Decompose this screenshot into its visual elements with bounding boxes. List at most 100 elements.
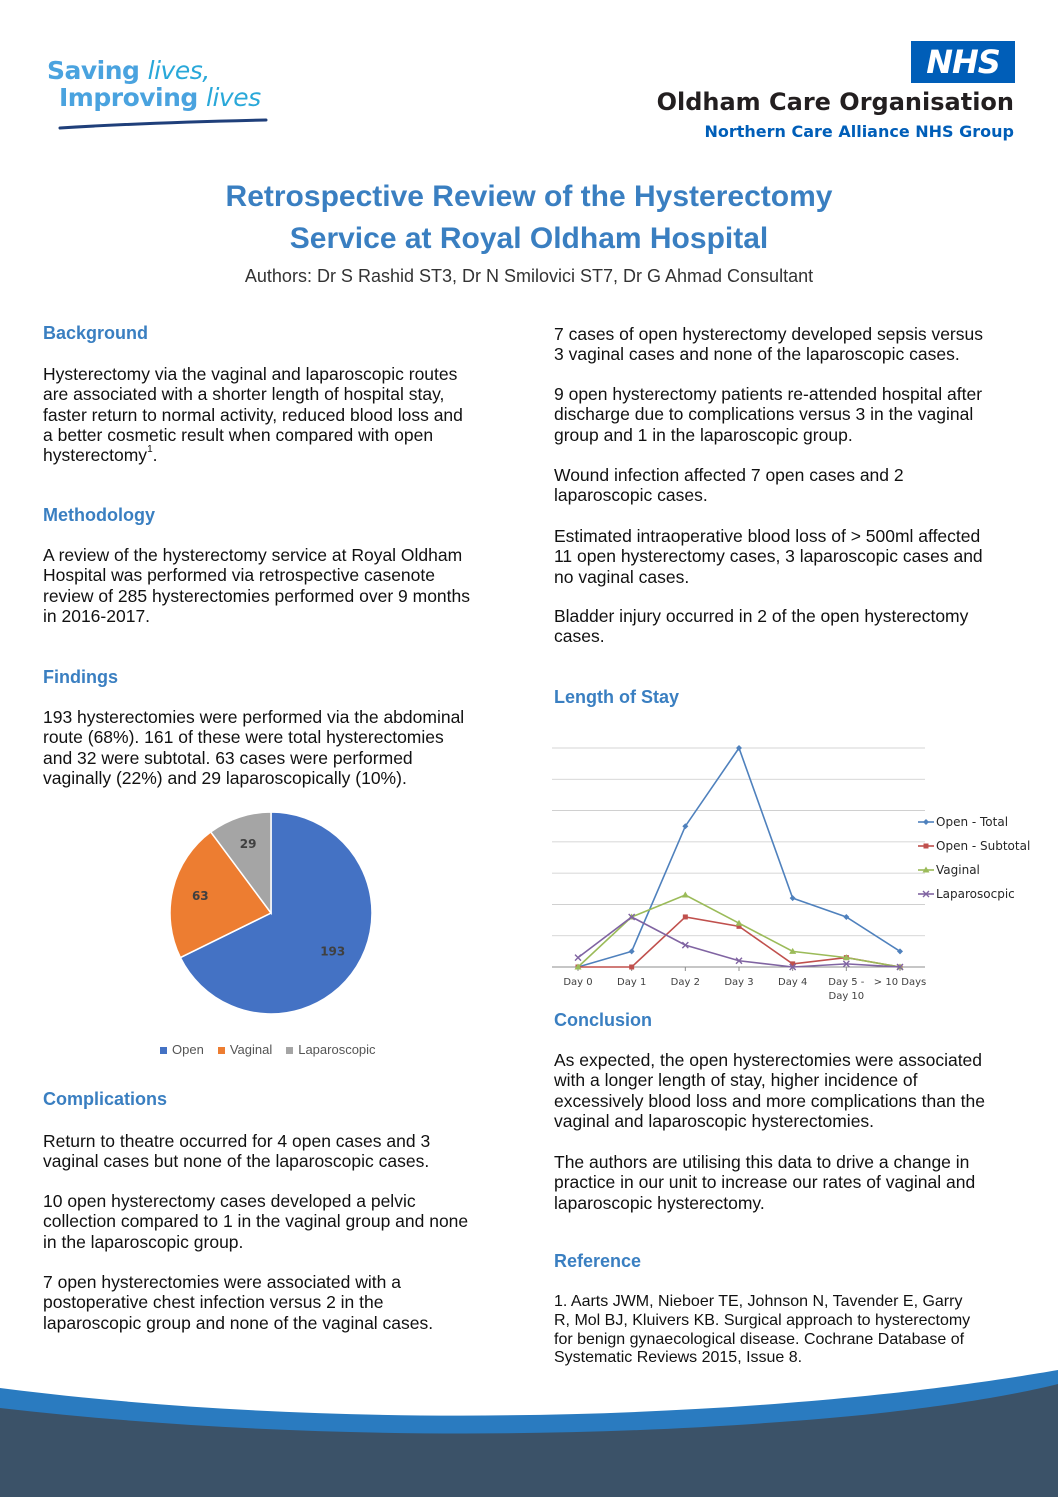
data-point: [842, 954, 850, 961]
text-line: route (68%). 161 of these were total hys…: [43, 727, 444, 748]
text-line: Wound infection affected 7 open cases an…: [554, 465, 904, 485]
text-line: Hysterectomy via the vaginal and laparos…: [43, 364, 458, 384]
legend-label: Vaginal: [229, 1042, 273, 1057]
sepsis-text: 7 cases of open hysterectomy developed s…: [554, 324, 983, 365]
pie-data-label: 29: [240, 837, 257, 851]
legend-label: Laparosocpic: [936, 887, 1015, 901]
legend-swatch: [217, 1047, 225, 1055]
pie-legend: Open Vaginal Laparoscopic: [160, 1042, 390, 1057]
slogan-improving: Improving: [59, 83, 198, 112]
footer-wave: [0, 1370, 1058, 1497]
text-line: 3 vaginal cases and none of the laparosc…: [554, 344, 960, 365]
footnote-ref: 1: [147, 444, 153, 456]
x-tick-label: Day 1: [617, 977, 646, 988]
data-point: [574, 954, 582, 962]
length-of-stay-chart: Day 0 Day 1 Day 2 Day 3 Day 4 Day 5 - Day 10 > …: [552, 745, 1030, 1002]
data-point: [842, 960, 850, 968]
text-line: faster return to normal activity, reduce…: [43, 404, 463, 425]
x-tick-label: Day 3: [724, 977, 753, 988]
slogan-lives-1: lives,: [147, 56, 211, 85]
findings-text: 193 hysterectomies were performed via th…: [43, 707, 464, 788]
data-point: [682, 914, 688, 920]
complications-text-1: Return to theatre occurred for 4 open ca…: [43, 1131, 430, 1172]
data-point: [843, 913, 850, 920]
complications-heading: Complications: [43, 1089, 168, 1109]
text-line: a better cosmetic result when compared w…: [43, 424, 434, 445]
text-line: excessively blood loss and more complica…: [554, 1090, 985, 1111]
length-of-stay-heading: Length of Stay: [554, 687, 679, 707]
data-point: [682, 823, 689, 830]
text-line: As expected, the open hysterectomies wer…: [554, 1050, 983, 1070]
bloodloss-text: Estimated intraoperative blood loss of >…: [554, 526, 983, 587]
text-line: 9 open hysterectomy patients re-attended…: [554, 384, 983, 404]
legend-marker: [922, 866, 930, 873]
text-line: review of 285 hysterectomies performed o…: [43, 585, 470, 606]
approach-pie-chart: 193 63 29: [169, 811, 373, 1015]
findings-heading: Findings: [43, 667, 118, 687]
org-name: Oldham Care Organisation: [656, 88, 1014, 116]
text-line: Return to theatre occurred for 4 open ca…: [43, 1131, 431, 1151]
pie-slice-laparoscopic: [209, 811, 272, 916]
legend-marker: [923, 819, 929, 825]
wound-text: Wound infection affected 7 open cases an…: [554, 465, 904, 506]
complications-text-3: 7 open hysterectomies were associated wi…: [43, 1272, 433, 1333]
text-line: laparoscopic hysterectomy.: [554, 1192, 765, 1213]
pie-legend-item: Laparoscopic: [286, 1042, 376, 1057]
text-line: Systematic Reviews 2015, Issue 8.: [554, 1349, 803, 1367]
poster-title: Retrospective Review of the Hysterectomy…: [0, 176, 1058, 260]
methodology-text: A review of the hysterectomy service at …: [43, 545, 470, 626]
series-line: [577, 894, 901, 968]
text-line: vaginally (22%) and 29 laparoscopically …: [43, 767, 407, 788]
data-point: [896, 963, 904, 971]
text-line: 7 cases of open hysterectomy developed s…: [554, 324, 983, 344]
x-tick-label: Day 10: [829, 991, 865, 1002]
complications-text-2: 10 open hysterectomy cases developed a p…: [43, 1191, 468, 1252]
title-line-1: Retrospective Review of the Hysterectomy: [225, 180, 833, 213]
text-line: 1. Aarts JWM, Nieboer TE, Johnson N, Tav…: [554, 1293, 963, 1310]
conclusion-text-2: The authors are utilising this data to d…: [554, 1152, 975, 1213]
data-point: [736, 923, 742, 929]
data-point: [735, 919, 743, 926]
text-line: collection compared to 1 in the vaginal …: [43, 1211, 469, 1232]
nhs-logo: NHS: [911, 41, 1015, 83]
conclusion-text-1: As expected, the open hysterectomies wer…: [554, 1050, 985, 1131]
data-point: [790, 961, 796, 967]
x-tick-label: Day 5 -: [828, 977, 864, 988]
data-point: [736, 745, 742, 751]
pie-data-label: 63: [192, 889, 209, 903]
title-line-2: Service at Royal Oldham Hospital: [289, 222, 769, 255]
reference-heading: Reference: [554, 1251, 642, 1271]
legend-label: Open - Subtotal: [936, 839, 1030, 853]
data-point: [681, 891, 689, 898]
text-line: Hospital was performed via retrospective…: [43, 565, 435, 586]
pie-slice-open: [179, 811, 373, 1015]
text-line: and 32 were subtotal. 63 cases were perf…: [43, 747, 413, 768]
x-tick-label: Day 0: [563, 977, 592, 988]
text-line: Bladder injury occurred in 2 of the open…: [554, 606, 969, 626]
text-line: discharge due to complications versus 3 …: [554, 404, 974, 425]
reattend-text: 9 open hysterectomy patients re-attended…: [554, 384, 982, 445]
text-line: 7 open hysterectomies were associated wi…: [43, 1272, 401, 1292]
text-line: vaginal cases but none of the laparoscop…: [43, 1151, 430, 1172]
legend-label: Laparoscopic: [298, 1042, 376, 1057]
text-line: A review of the hysterectomy service at …: [43, 545, 463, 565]
data-point: [789, 963, 797, 971]
text-line: cases.: [554, 626, 605, 647]
x-tick-label: Day 2: [671, 977, 700, 988]
data-point: [789, 895, 796, 902]
data-point: [628, 948, 635, 955]
text-line: laparoscopic group and none of the vagin…: [43, 1312, 434, 1333]
legend-label: Open: [172, 1042, 204, 1057]
slogan-line-2: Improving lives: [59, 83, 261, 112]
text-line: 193 hysterectomies were performed via th…: [43, 707, 465, 727]
legend-label: Vaginal: [936, 863, 980, 877]
background-heading: Background: [43, 323, 149, 343]
background-text: Hysterectomy via the vaginal and laparos…: [43, 364, 463, 465]
data-point: [628, 913, 636, 921]
text-span: .: [152, 445, 158, 466]
legend-swatch: [160, 1047, 167, 1055]
data-point: [735, 957, 743, 965]
conclusion-heading: Conclusion: [554, 1010, 652, 1030]
text-line: practice in our unit to increase our rat…: [554, 1172, 976, 1193]
pie-slice-vaginal: [169, 830, 273, 959]
